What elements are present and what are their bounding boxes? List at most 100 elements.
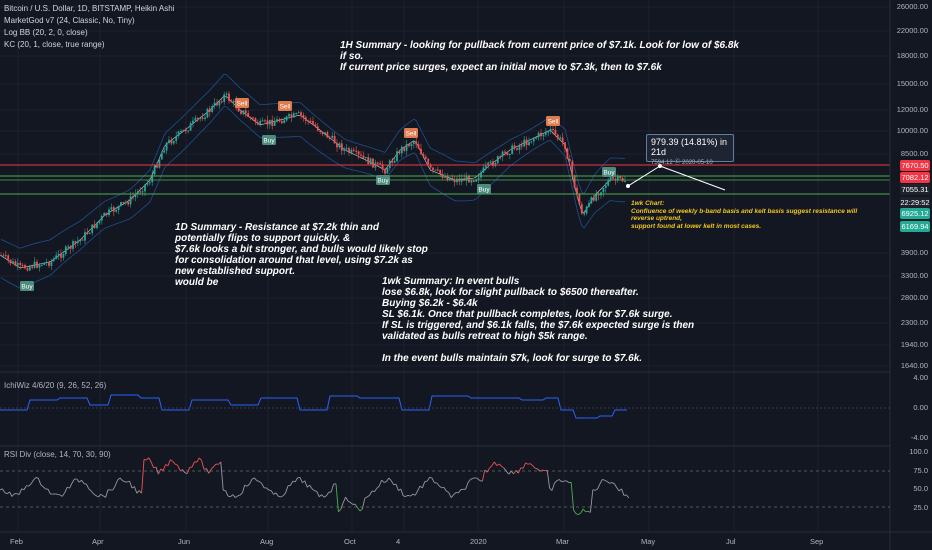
candle-body [117,205,120,211]
candle-body [98,220,101,223]
candle-body [38,264,41,268]
rsi-segment [239,492,243,496]
rsi-segment [141,459,145,494]
band-edge [0,105,626,289]
rsi-segment [148,457,152,463]
rsi-segment [436,482,440,487]
candle-body [72,241,74,249]
candle-body [583,213,586,215]
candle-body [88,232,91,234]
candle-body [288,114,290,117]
ichiwiz-title[interactable]: IchiWiz 4/6/20 (9, 26, 52, 26) [4,381,107,390]
rsi-segment [400,488,404,496]
candle-body [16,262,19,266]
candle-body [0,255,2,256]
grid-lines [0,0,890,532]
rsi-segment [621,488,625,496]
candle-body [398,151,401,154]
candle-body [252,117,254,119]
candle-body [429,164,432,168]
rsi-segment [489,465,493,469]
rsi-segment [374,488,378,492]
candle-body [139,191,142,193]
price-label: 22:29:52 [900,197,930,208]
symbol-title[interactable]: Bitcoin / U.S. Dollar, 1D, BITSTAMP, Hei… [4,4,175,13]
candle-body [523,139,526,147]
candle-body [48,261,50,266]
rsi-segment [28,483,32,487]
candle-body [172,141,175,144]
candle-body [249,117,252,119]
candle-body [266,120,269,125]
candle-body [196,117,199,119]
candle-body [388,160,391,169]
price-label: 7082.12 [900,172,930,183]
rsi-segment [69,482,73,489]
candle-body [369,158,372,165]
candle-body [511,145,514,154]
rsi-segment [477,478,481,482]
rsi-segment [410,493,414,497]
rsi-segment [201,460,205,470]
candle-body [448,177,451,181]
candle-body [542,134,545,137]
candle-body [489,161,492,163]
price-range-callout[interactable]: 979.39 (14.81%) in 21d 7594.12 Ⓒ 2020-05… [646,134,734,166]
rsi-segment [9,491,13,497]
rsi-segment [251,477,255,480]
rsi-segment [450,494,454,499]
rsi-segment [112,485,116,491]
indicator-kc[interactable]: KC (20, 1, close, true range) [4,40,105,49]
signal-buy-marker [602,167,616,177]
rsi-segment [517,467,522,474]
time-tick: Jun [178,537,191,546]
time-tick: Feb [10,537,23,546]
candle-body [208,108,211,112]
candle-body [292,113,295,118]
rsi-segment [302,480,306,484]
rsi-segment [508,470,512,475]
candle-body [614,178,617,181]
candle-body [31,266,34,268]
candle-body [259,120,262,125]
rsi-segment [85,483,90,490]
candle-body [192,120,194,124]
rsi-title[interactable]: RSI Div (close, 14, 70, 30, 90) [4,450,111,459]
candle-body [477,177,480,180]
rsi-segment [470,478,473,480]
candle-body [216,102,218,106]
rsi-segment [133,486,138,494]
rsi-segment [510,470,514,475]
annotation-1wk-summary: 1wk Summary: In event bulls lose $6.8k, … [382,276,695,364]
candle-body [556,134,559,139]
rsi-segment [426,477,430,482]
rsi-segment [182,469,186,473]
projection-end [658,164,662,168]
candle-body [256,122,259,125]
indicator-marketgod[interactable]: MarketGod v7 (24, Classic, No, Tiny) [4,16,135,25]
rsi-segment [35,477,39,479]
signal-label: Buy [21,284,33,291]
rsi-segment [136,490,140,494]
candle-body [67,246,70,248]
rsi-segment [578,512,582,515]
signal-label: Buy [263,138,275,145]
candle-body [470,180,473,183]
rsi-segment [623,494,627,496]
signal-label: Buy [478,187,490,194]
rsi-segment [491,461,495,466]
rsi-segment [105,489,109,498]
rsi-segment [338,508,342,513]
indicator-logbb[interactable]: Log BB (20, 2, 0, close) [4,28,88,37]
rsi-tick: 50.0 [913,484,928,493]
rsi-segment [549,487,553,491]
rsi-segment [388,477,392,481]
projection-line [627,165,661,187]
time-tick: May [641,537,656,546]
candle-body [453,179,456,183]
rsi-segment [558,479,562,483]
rsi-segment [175,463,178,466]
candle-body [201,117,204,120]
time-tick: Jul [726,537,736,546]
